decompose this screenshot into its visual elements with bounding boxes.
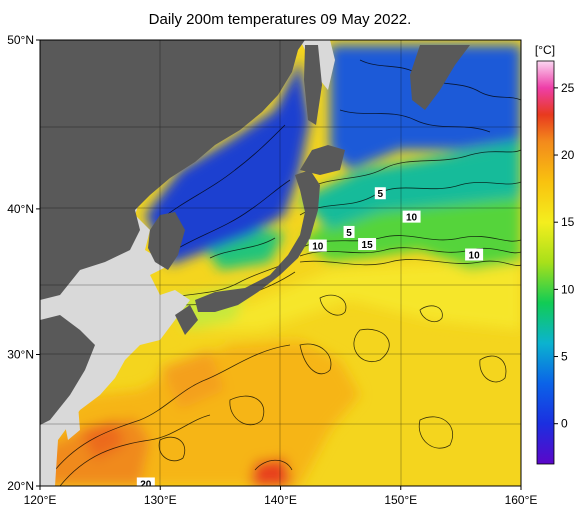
lon-tick-label: 130°E bbox=[144, 493, 177, 507]
japan-hokkaido bbox=[300, 145, 345, 175]
colorbar-scale bbox=[536, 60, 555, 465]
contour-label-bg bbox=[465, 248, 484, 261]
lat-tick-label: 20°N bbox=[7, 479, 34, 493]
continent-land bbox=[40, 40, 305, 300]
lon-tick-label: 140°E bbox=[264, 493, 297, 507]
graticule bbox=[40, 40, 521, 486]
contour-label-bg bbox=[136, 477, 155, 486]
colorbar-ticks: 25 20 15 10 5 0 bbox=[554, 81, 575, 431]
contour-label-bg bbox=[402, 210, 421, 223]
contour-label: 10 bbox=[312, 242, 324, 253]
colorbar-unit: [°C] bbox=[535, 43, 555, 57]
contour-label: 10 bbox=[406, 213, 418, 224]
isotherm-lines bbox=[54, 59, 521, 486]
axis-ticks: 120°E 130°E 140°E 150°E 160°E 50°N 40°N 30°N 20°… bbox=[7, 33, 537, 507]
map-panel: 5 10 5 10 15 10 20 bbox=[40, 40, 521, 490]
sakhalin bbox=[304, 45, 322, 125]
contour-label: 15 bbox=[362, 240, 374, 251]
lat-tick-label: 30°N bbox=[7, 347, 34, 361]
contour-label: 5 bbox=[346, 228, 352, 239]
colorbar-tick-label: 15 bbox=[561, 215, 575, 229]
taiwan bbox=[64, 405, 80, 440]
lon-tick-label: 120°E bbox=[24, 493, 57, 507]
contour-label: 10 bbox=[469, 251, 481, 262]
contour-label-bg bbox=[374, 187, 386, 200]
colorbar-tick-label: 25 bbox=[561, 81, 575, 95]
japan-kyushu bbox=[175, 305, 198, 335]
china-coast bbox=[40, 315, 95, 425]
colorbar-tick-label: 10 bbox=[561, 282, 575, 296]
chart-title: Daily 200m temperatures 09 May 2022. bbox=[149, 11, 412, 28]
contour-label-bg bbox=[358, 238, 377, 251]
contour-labels: 5 10 5 10 15 10 20 bbox=[136, 187, 484, 490]
contour-label: 20 bbox=[140, 479, 152, 490]
japan-honshu bbox=[195, 170, 320, 312]
colorbar-tick-label: 5 bbox=[561, 350, 568, 364]
lat-tick-label: 40°N bbox=[7, 202, 34, 216]
lon-tick-label: 150°E bbox=[384, 493, 417, 507]
lat-tick-label: 50°N bbox=[7, 33, 34, 47]
contour-label: 5 bbox=[378, 189, 384, 200]
colorbar-tick-label: 20 bbox=[561, 148, 575, 162]
kamchatka bbox=[410, 45, 470, 110]
contour-label-bg bbox=[308, 239, 327, 252]
lon-tick-label: 160°E bbox=[505, 493, 538, 507]
korea-peninsula bbox=[148, 212, 185, 270]
colorbar-tick-label: 0 bbox=[561, 417, 568, 431]
contour-label-bg bbox=[343, 225, 355, 238]
colorbar: [°C] 25 20 15 10 5 0 bbox=[535, 43, 575, 465]
